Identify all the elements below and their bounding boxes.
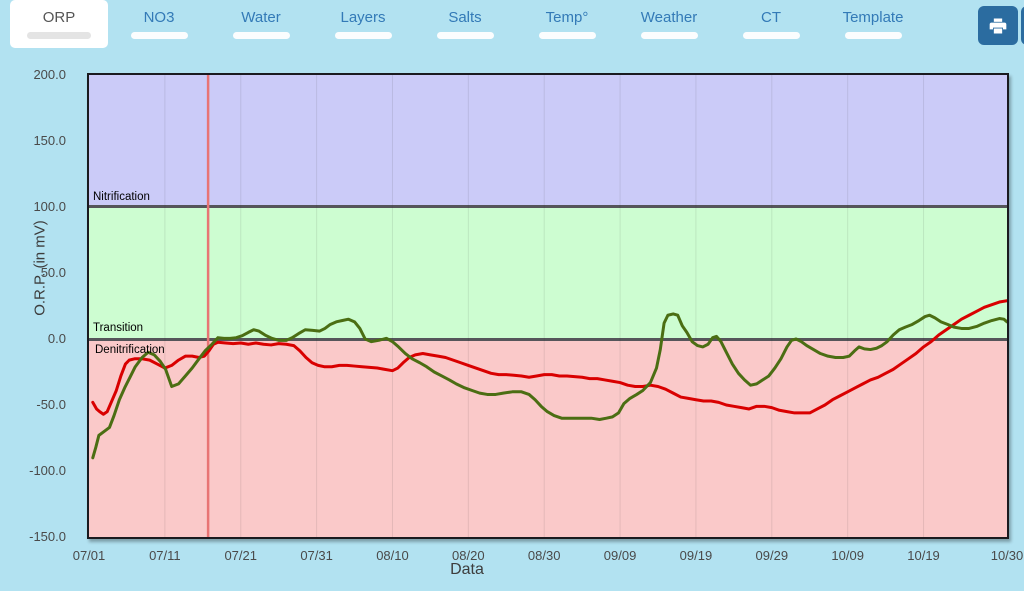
y-tick-label: 50.0	[40, 265, 66, 280]
x-tick-label: 07/31	[300, 548, 333, 563]
printer-icon	[989, 18, 1007, 33]
y-tick-label: 0.0	[47, 331, 66, 346]
series-orp-green-line	[93, 314, 1007, 458]
y-tick-label: 150.0	[33, 133, 66, 148]
y-tick-label: -50.0	[36, 397, 66, 412]
tab-underline	[232, 31, 290, 39]
tab-temp[interactable]: Temp°	[516, 0, 618, 48]
tab-underline	[334, 31, 392, 39]
partial-button[interactable]	[1021, 6, 1024, 45]
x-tick-label: 07/21	[224, 548, 257, 563]
tab-no3[interactable]: NO3	[108, 0, 210, 48]
tab-label: Temp°	[545, 8, 589, 26]
tab-underline	[742, 31, 800, 39]
boundary-line-100mv	[89, 205, 1007, 209]
plot-area[interactable]: Nitrification Transition Denitrification	[87, 73, 1009, 539]
tab-underline	[538, 31, 596, 39]
x-tick-label: 07/11	[149, 548, 181, 563]
y-tick-label: -100.0	[29, 463, 66, 478]
zone-label-denitrification: Denitrification	[95, 344, 165, 356]
x-axis-title: Data	[450, 561, 484, 578]
print-button[interactable]	[978, 6, 1018, 45]
tab-bar: ORP NO3 Water Layers Salts Temp° Weather CT Temp…	[0, 0, 924, 48]
tab-label: Water	[241, 8, 281, 26]
x-tick-label: 09/29	[755, 548, 789, 563]
x-tick-label: 08/10	[376, 548, 409, 563]
tab-underline	[844, 31, 902, 39]
x-tick-label: 07/01	[72, 548, 106, 563]
tab-label: Salts	[448, 8, 482, 26]
tab-salts[interactable]: Salts	[414, 0, 516, 48]
x-tick-label: 08/30	[527, 548, 561, 563]
tab-water[interactable]: Water	[210, 0, 312, 48]
tab-label: ORP	[42, 8, 76, 26]
x-tick-label: 09/09	[603, 548, 637, 563]
zone-label-transition: Transition	[93, 322, 144, 334]
tab-label: CT	[761, 8, 781, 26]
tab-underline	[130, 31, 188, 39]
y-tick-label: 200.0	[33, 67, 66, 82]
tab-label: Template	[842, 8, 904, 26]
zone-denitrification	[89, 339, 1007, 537]
tab-template[interactable]: Template	[822, 0, 924, 48]
x-tick-label: 09/19	[679, 548, 713, 563]
y-tick-label: 100.0	[33, 199, 66, 214]
series-orp-red-line	[93, 301, 1007, 415]
x-tick-label: 10/19	[907, 548, 940, 563]
series-svg	[89, 75, 1007, 537]
tab-underline	[640, 31, 698, 39]
tab-ct[interactable]: CT	[720, 0, 822, 48]
x-tick-label: 08/20	[452, 548, 485, 563]
tab-label: Layers	[340, 8, 386, 26]
tab-label: Weather	[640, 8, 698, 26]
tab-underline	[27, 31, 91, 39]
tab-orp[interactable]: ORP	[10, 0, 108, 48]
tab-layers[interactable]: Layers	[312, 0, 414, 48]
zone-nitrification	[89, 75, 1007, 207]
tab-weather[interactable]: Weather	[618, 0, 720, 48]
tab-label: NO3	[143, 8, 175, 26]
x-tick-label: 10/09	[831, 548, 864, 563]
zone-transition	[89, 206, 1007, 339]
zone-label-nitrification: Nitrification	[93, 191, 150, 203]
x-tick-label: 10/30	[990, 548, 1024, 563]
y-tick-label: -150.0	[29, 529, 66, 544]
boundary-line-0mv	[89, 337, 1007, 341]
tab-underline	[436, 31, 494, 39]
